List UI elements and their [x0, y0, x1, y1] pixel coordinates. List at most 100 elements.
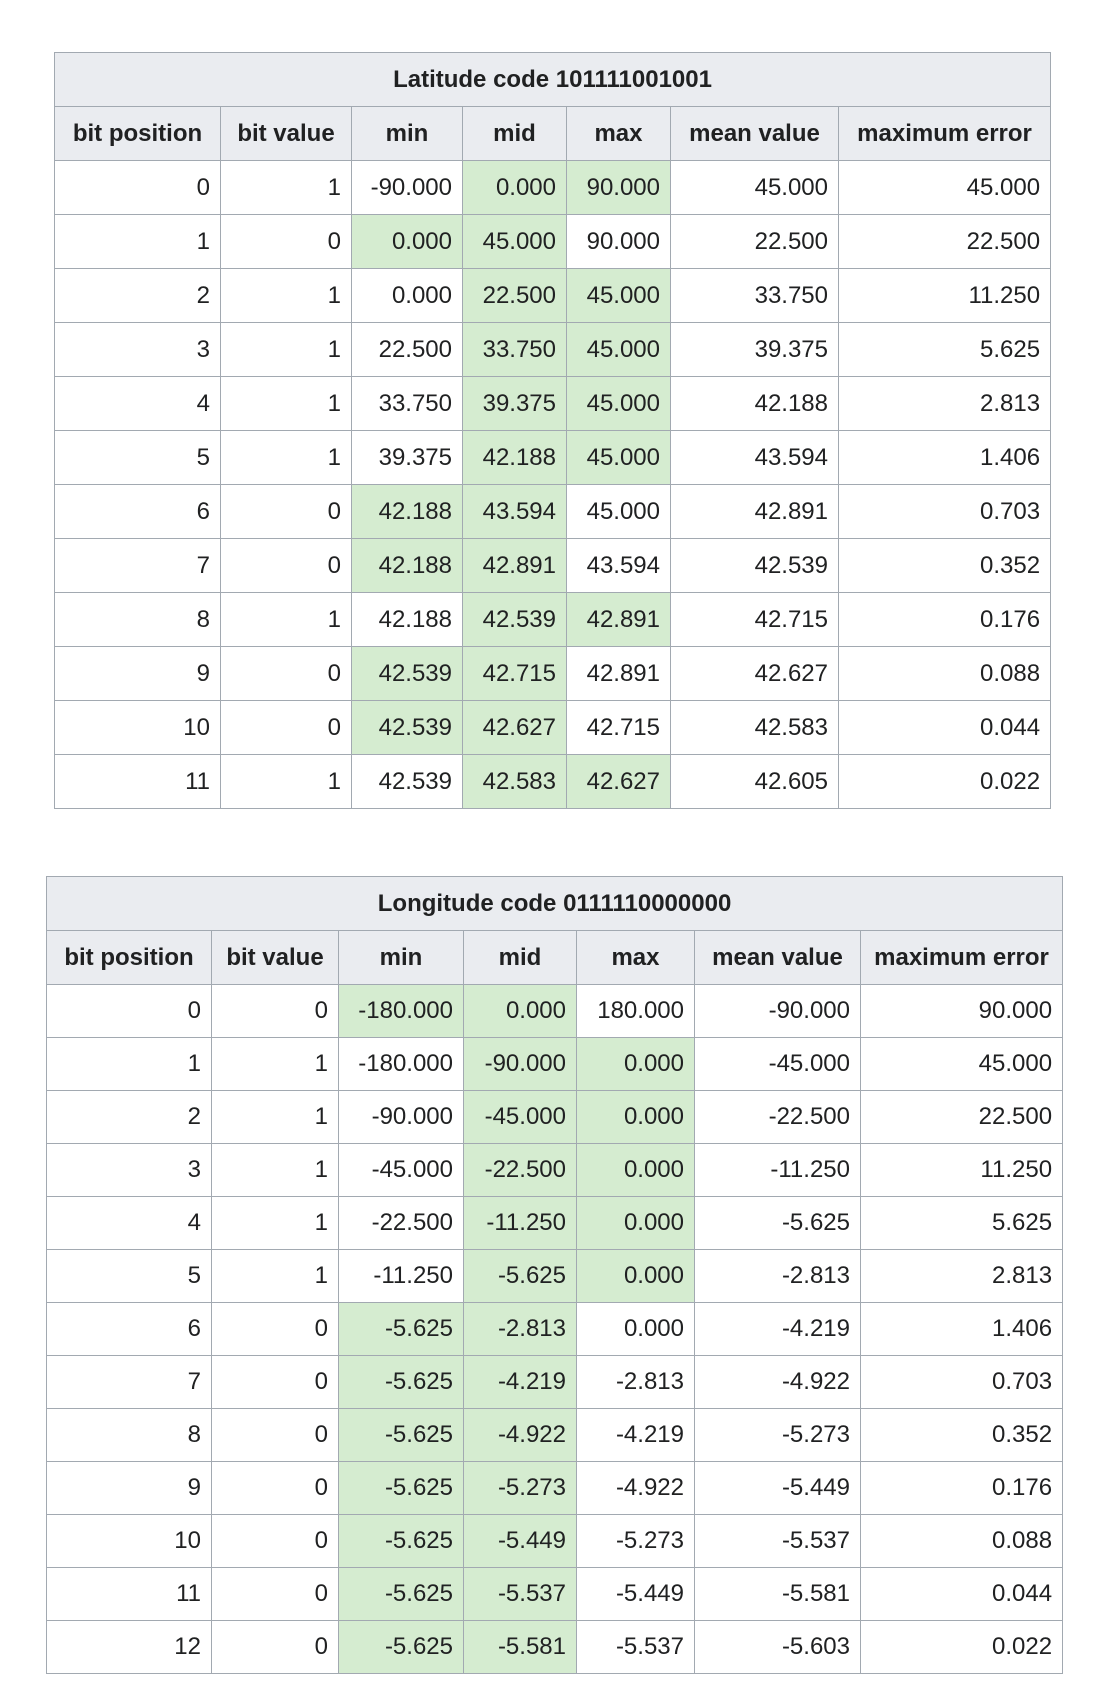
header-mean-value: mean value: [694, 930, 861, 985]
bit-value-cell: 0: [220, 484, 352, 539]
bit-position-cell: 1: [54, 214, 221, 269]
maximum-error-cell: 90.000: [859, 984, 1064, 1038]
bit-value-cell: 1: [211, 1037, 339, 1091]
mean-value-cell: -5.581: [694, 1567, 861, 1621]
max-cell: 42.627: [566, 754, 671, 809]
max-cell: 43.594: [566, 538, 671, 593]
table-row: 3 1 22.500 33.750 45.000 39.375 5.625: [54, 322, 1052, 377]
mean-value-cell: -4.922: [694, 1355, 861, 1409]
maximum-error-cell: 0.176: [859, 1461, 1064, 1515]
max-cell: 0.000: [576, 1196, 695, 1250]
max-cell: -5.449: [576, 1567, 695, 1621]
bit-value-cell: 0: [211, 1567, 339, 1621]
maximum-error-cell: 0.022: [837, 754, 1052, 809]
bit-value-cell: 0: [220, 214, 352, 269]
mean-value-cell: 42.891: [670, 484, 839, 539]
min-cell: 33.750: [351, 376, 463, 431]
mid-cell: 42.539: [462, 592, 567, 647]
maximum-error-cell: 0.088: [859, 1514, 1064, 1568]
max-cell: -4.922: [576, 1461, 695, 1515]
maximum-error-cell: 2.813: [859, 1249, 1064, 1303]
maximum-error-cell: 22.500: [859, 1090, 1064, 1144]
mid-cell: -5.537: [463, 1567, 577, 1621]
header-max: max: [566, 106, 671, 161]
maximum-error-cell: 0.352: [859, 1408, 1064, 1462]
bit-value-cell: 1: [220, 376, 352, 431]
mid-cell: -5.581: [463, 1620, 577, 1674]
mid-cell: 39.375: [462, 376, 567, 431]
max-cell: 90.000: [566, 160, 671, 215]
mid-cell: 43.594: [462, 484, 567, 539]
min-cell: 42.539: [351, 754, 463, 809]
mid-cell: 45.000: [462, 214, 567, 269]
mean-value-cell: -5.449: [694, 1461, 861, 1515]
bit-position-cell: 6: [54, 484, 221, 539]
header-mean-value: mean value: [670, 106, 839, 161]
table-row: 9 0 -5.625 -5.273 -4.922 -5.449 0.176: [46, 1461, 1064, 1515]
mid-cell: 0.000: [462, 160, 567, 215]
mid-cell: 42.188: [462, 430, 567, 485]
maximum-error-cell: 1.406: [859, 1302, 1064, 1356]
mean-value-cell: 22.500: [670, 214, 839, 269]
min-cell: 42.188: [351, 538, 463, 593]
bit-value-cell: 0: [211, 1620, 339, 1674]
header-max: max: [576, 930, 695, 985]
max-cell: 0.000: [576, 1037, 695, 1091]
mean-value-cell: -2.813: [694, 1249, 861, 1303]
mid-cell: -2.813: [463, 1302, 577, 1356]
maximum-error-cell: 0.703: [859, 1355, 1064, 1409]
max-cell: 90.000: [566, 214, 671, 269]
max-cell: 180.000: [576, 984, 695, 1038]
mean-value-cell: -5.537: [694, 1514, 861, 1568]
table-row: 12 0 -5.625 -5.581 -5.537 -5.603 0.022: [46, 1620, 1064, 1674]
mean-value-cell: 42.539: [670, 538, 839, 593]
bit-value-cell: 0: [211, 1461, 339, 1515]
max-cell: -5.273: [576, 1514, 695, 1568]
latitude-table-title: Latitude code 101111001001: [53, 52, 1052, 107]
min-cell: -11.250: [338, 1249, 464, 1303]
bit-position-cell: 6: [46, 1302, 212, 1356]
bit-position-cell: 4: [46, 1196, 212, 1250]
bit-position-cell: 8: [46, 1408, 212, 1462]
bit-position-cell: 8: [54, 592, 221, 647]
mean-value-cell: -45.000: [694, 1037, 861, 1091]
mid-cell: -4.219: [463, 1355, 577, 1409]
mean-value-cell: 42.627: [670, 646, 839, 701]
mid-cell: -5.273: [463, 1461, 577, 1515]
header-bit-value: bit value: [220, 106, 352, 161]
min-cell: 0.000: [351, 214, 463, 269]
maximum-error-cell: 0.176: [837, 592, 1052, 647]
mid-cell: -4.922: [463, 1408, 577, 1462]
mean-value-cell: 45.000: [670, 160, 839, 215]
max-cell: -5.537: [576, 1620, 695, 1674]
min-cell: 42.188: [351, 592, 463, 647]
latitude-table: Latitude code 101111001001 bit position …: [53, 52, 1052, 809]
min-cell: -45.000: [338, 1143, 464, 1197]
mean-value-cell: 42.715: [670, 592, 839, 647]
bit-value-cell: 0: [211, 1408, 339, 1462]
longitude-header-row: bit position bit value min mid max mean …: [46, 930, 1064, 985]
mean-value-cell: -4.219: [694, 1302, 861, 1356]
mean-value-cell: -5.625: [694, 1196, 861, 1250]
min-cell: -90.000: [351, 160, 463, 215]
maximum-error-cell: 5.625: [837, 322, 1052, 377]
maximum-error-cell: 22.500: [837, 214, 1052, 269]
table-row: 2 1 -90.000 -45.000 0.000 -22.500 22.500: [46, 1090, 1064, 1144]
min-cell: -5.625: [338, 1461, 464, 1515]
table-row: 0 0 -180.000 0.000 180.000 -90.000 90.000: [46, 984, 1064, 1038]
max-cell: 0.000: [576, 1302, 695, 1356]
bit-value-cell: 1: [211, 1090, 339, 1144]
maximum-error-cell: 5.625: [859, 1196, 1064, 1250]
latitude-header-row: bit position bit value min mid max mean …: [54, 106, 1052, 161]
mean-value-cell: 43.594: [670, 430, 839, 485]
bit-value-cell: 0: [220, 646, 352, 701]
min-cell: 42.539: [351, 646, 463, 701]
table-row: 5 1 -11.250 -5.625 0.000 -2.813 2.813: [46, 1249, 1064, 1303]
mid-cell: 22.500: [462, 268, 567, 323]
min-cell: -5.625: [338, 1567, 464, 1621]
maximum-error-cell: 45.000: [859, 1037, 1064, 1091]
mean-value-cell: -5.603: [694, 1620, 861, 1674]
mid-cell: 0.000: [463, 984, 577, 1038]
table-row: 4 1 33.750 39.375 45.000 42.188 2.813: [54, 376, 1052, 431]
mean-value-cell: 42.188: [670, 376, 839, 431]
